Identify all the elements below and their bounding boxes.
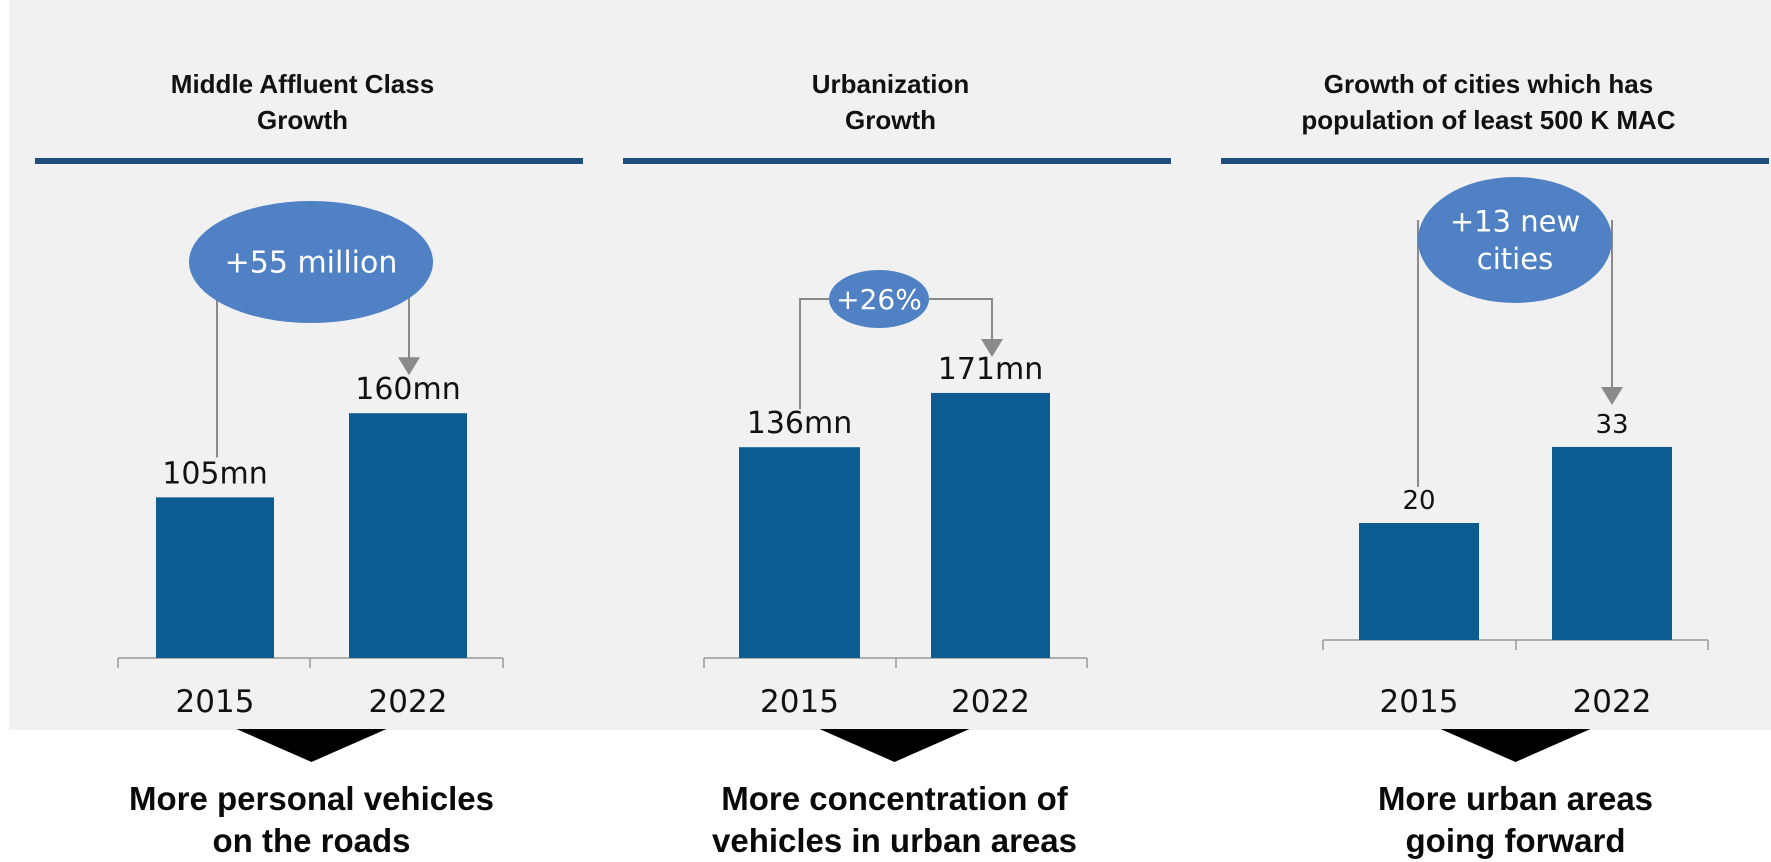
category-label: 2015: [1380, 684, 1459, 720]
bar-2022: [1552, 446, 1672, 640]
category-label: 2022: [369, 684, 448, 720]
bar-2022: [931, 392, 1050, 658]
data-label: 20: [1402, 486, 1435, 516]
change-bubble: [829, 270, 929, 328]
change-label: +55 million: [225, 246, 398, 281]
pointer-triangle: [819, 729, 970, 762]
category-label: 2022: [951, 684, 1030, 720]
category-label: 2015: [760, 684, 839, 720]
connector-line: [929, 298, 993, 347]
bar-2015: [156, 497, 274, 658]
category-label: 2015: [176, 684, 255, 720]
connector-line: [799, 298, 829, 410]
takeaway-caption: More personal vehicles on the roads: [129, 780, 494, 859]
pointer-triangle: [236, 729, 387, 762]
title-underline: [623, 158, 1171, 164]
takeaway-caption: More urban areas going forward: [1377, 780, 1654, 859]
arrowhead: [398, 357, 420, 376]
title-underline: [1221, 158, 1769, 164]
pointer-triangle: [1440, 729, 1591, 762]
data-label: 136mn: [747, 406, 853, 441]
chart-title: Urbanization Growth: [811, 69, 970, 135]
arrowhead: [1601, 386, 1623, 405]
change-bubble: [189, 201, 433, 323]
bar-2022: [349, 413, 467, 658]
change-bubble: [1418, 177, 1612, 303]
chart-title: Growth of cities which has population of…: [1301, 69, 1676, 135]
change-label: cities: [1477, 242, 1553, 276]
chart-title: Middle Affluent Class Growth: [170, 69, 435, 135]
data-label: 105mn: [162, 456, 268, 491]
bar-2015: [739, 447, 860, 658]
data-label: 33: [1595, 410, 1628, 440]
change-label: +13 new: [1450, 204, 1580, 238]
arrowhead: [981, 338, 1003, 357]
bar-2015: [1359, 523, 1479, 640]
category-label: 2022: [1573, 684, 1652, 720]
change-label: +26%: [836, 283, 922, 316]
data-label: 171mn: [938, 352, 1044, 387]
takeaway-caption: More concentration of vehicles in urban …: [711, 780, 1077, 859]
title-underline: [35, 158, 583, 164]
data-label: 160mn: [355, 372, 461, 407]
